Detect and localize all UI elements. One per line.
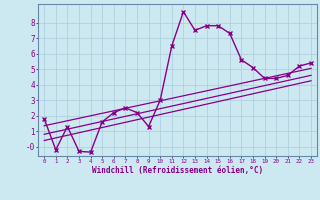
X-axis label: Windchill (Refroidissement éolien,°C): Windchill (Refroidissement éolien,°C) [92,166,263,175]
